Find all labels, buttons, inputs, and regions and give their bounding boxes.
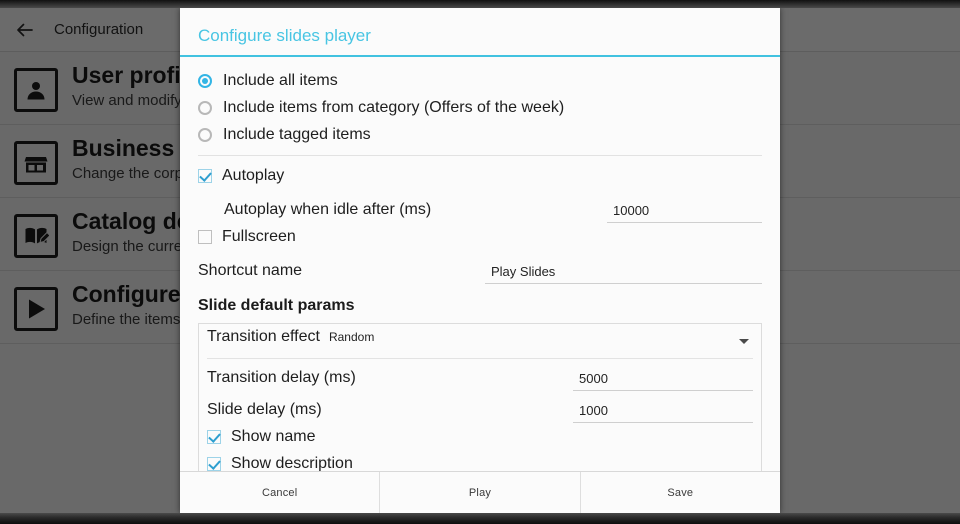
action-bar-title: Configuration — [54, 21, 144, 38]
autoplay-idle-label: Autoplay when idle after (ms) — [224, 201, 432, 218]
dialog-header: Configure slides player — [180, 8, 780, 57]
shortcut-name-input[interactable]: Play Slides — [485, 263, 762, 284]
checkbox-show-name[interactable]: Show name — [207, 423, 753, 450]
divider — [198, 155, 762, 156]
store-icon — [14, 141, 58, 185]
slide-delay-label: Slide delay (ms) — [207, 401, 322, 418]
radio-include-all-items[interactable]: Include all items — [198, 67, 762, 94]
device-top-bar — [0, 0, 960, 8]
device-bottom-bar — [0, 513, 960, 524]
checkbox-label: Fullscreen — [222, 227, 296, 245]
transition-effect-value: Random — [328, 330, 375, 344]
transition-delay-row: Transition delay (ms) 5000 — [207, 359, 753, 391]
save-button[interactable]: Save — [667, 486, 694, 499]
configure-slides-player-dialog: Configure slides player Include all item… — [180, 8, 780, 513]
checkbox-label: Show name — [231, 427, 316, 445]
transition-effect-spinner[interactable]: Transition effect Random — [207, 328, 753, 359]
radio-label: Include all items — [223, 71, 338, 89]
shortcut-name-label: Shortcut name — [198, 262, 303, 279]
user-profile-icon — [14, 68, 58, 112]
list-item-title: User profile — [72, 62, 200, 88]
slide-default-params-box: Transition effect Random Transition dela… — [198, 323, 762, 471]
transition-delay-input[interactable]: 5000 — [573, 370, 753, 391]
checkbox-fullscreen[interactable]: Fullscreen — [198, 223, 762, 250]
include-options-group: Include all items Include items from cat… — [198, 67, 762, 148]
play-button[interactable]: Play — [380, 472, 581, 513]
slide-delay-row: Slide delay (ms) 1000 — [207, 391, 753, 423]
radio-label: Include items from category (Offers of t… — [223, 98, 565, 116]
autoplay-idle-input[interactable]: 10000 — [607, 202, 762, 223]
checkbox-indicator — [207, 456, 221, 471]
radio-label: Include tagged items — [223, 125, 371, 143]
radio-indicator — [198, 73, 212, 88]
checkbox-indicator — [198, 229, 212, 244]
cancel-button[interactable]: Cancel — [180, 472, 381, 513]
radio-indicator — [198, 127, 212, 142]
catalog-design-icon — [14, 214, 58, 258]
chevron-down-icon[interactable] — [739, 339, 749, 344]
shortcut-name-field-row: Shortcut name Play Slides — [198, 250, 762, 284]
checkbox-indicator — [198, 168, 212, 183]
radio-include-items-from-category[interactable]: Include items from category (Offers of t… — [198, 94, 762, 121]
back-arrow-icon[interactable] — [12, 17, 38, 43]
checkbox-autoplay[interactable]: Autoplay — [198, 162, 762, 189]
radio-include-tagged-items[interactable]: Include tagged items — [198, 121, 762, 148]
autoplay-idle-field-row: Autoplay when idle after (ms) 10000 — [198, 189, 762, 223]
radio-indicator — [198, 100, 212, 115]
checkbox-label: Show description — [231, 454, 353, 472]
dialog-title: Configure slides player — [198, 26, 371, 45]
play-icon — [14, 287, 58, 331]
transition-effect-label: Transition effect — [207, 328, 320, 345]
dialog-body[interactable]: Include all items Include items from cat… — [180, 57, 780, 471]
checkbox-label: Autoplay — [222, 166, 285, 184]
checkbox-indicator — [207, 429, 221, 444]
slide-default-params-heading: Slide default params — [198, 297, 355, 314]
transition-delay-label: Transition delay (ms) — [207, 369, 356, 386]
dialog-button-bar: Cancel Play Save — [180, 471, 780, 513]
checkbox-show-description[interactable]: Show description — [207, 450, 753, 471]
slide-delay-input[interactable]: 1000 — [573, 402, 753, 423]
